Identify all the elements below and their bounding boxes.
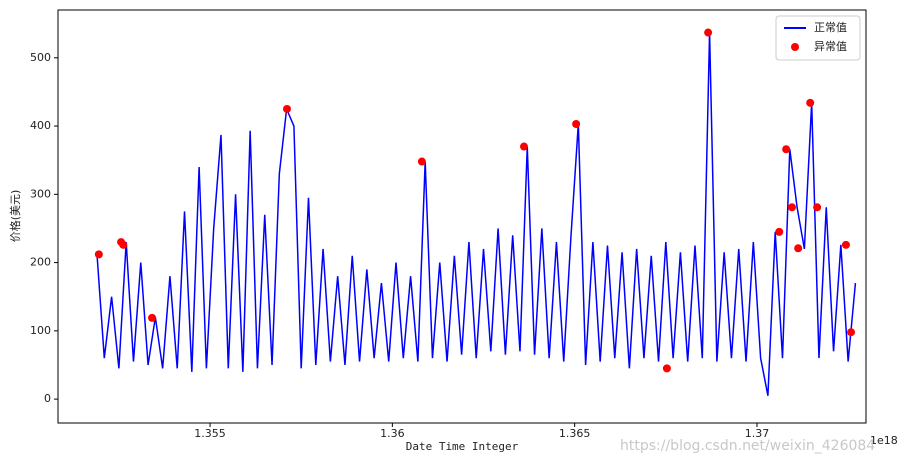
anomaly-point	[787, 203, 796, 212]
y-tick-label: 400	[30, 119, 51, 132]
x-tick-label: 1.37	[745, 427, 770, 440]
anomaly-point	[519, 142, 528, 151]
x-tick-label: 1.365	[559, 427, 591, 440]
anomaly-point	[806, 98, 815, 107]
legend-swatch	[791, 43, 799, 51]
y-tick-label: 100	[30, 324, 51, 337]
y-tick-label: 300	[30, 187, 51, 200]
legend-label: 正常值	[814, 21, 847, 34]
anomaly-point	[282, 104, 291, 113]
anomaly-point	[94, 250, 103, 259]
anomaly-point	[775, 227, 784, 236]
anomaly-point	[119, 240, 128, 249]
y-tick-label: 200	[30, 256, 51, 269]
anomaly-point	[417, 157, 426, 166]
x-offset-label: 1e18	[870, 434, 898, 447]
watermark: https://blog.csdn.net/weixin_426084	[620, 438, 875, 454]
anomaly-point	[572, 120, 581, 129]
y-axis-label: 价格(美元)	[8, 190, 22, 243]
x-axis-label: Date Time Integer	[406, 440, 519, 453]
legend-label: 异常值	[814, 40, 847, 53]
anomaly-point	[704, 28, 713, 37]
anomaly-point	[847, 328, 856, 337]
anomaly-point	[813, 203, 822, 212]
x-tick-label: 1.36	[380, 427, 405, 440]
anomaly-point	[148, 313, 157, 322]
anomaly-point	[782, 145, 791, 154]
series-line	[96, 32, 857, 396]
plot-frame	[57, 9, 867, 424]
plot-frame	[57, 9, 867, 424]
anomaly-point	[794, 244, 803, 253]
y-tick-label: 500	[30, 51, 51, 64]
x-tick-label: 1.355	[194, 427, 226, 440]
anomaly-point	[662, 364, 671, 373]
y-tick-label: 0	[44, 392, 51, 405]
anomaly-point	[841, 240, 850, 249]
